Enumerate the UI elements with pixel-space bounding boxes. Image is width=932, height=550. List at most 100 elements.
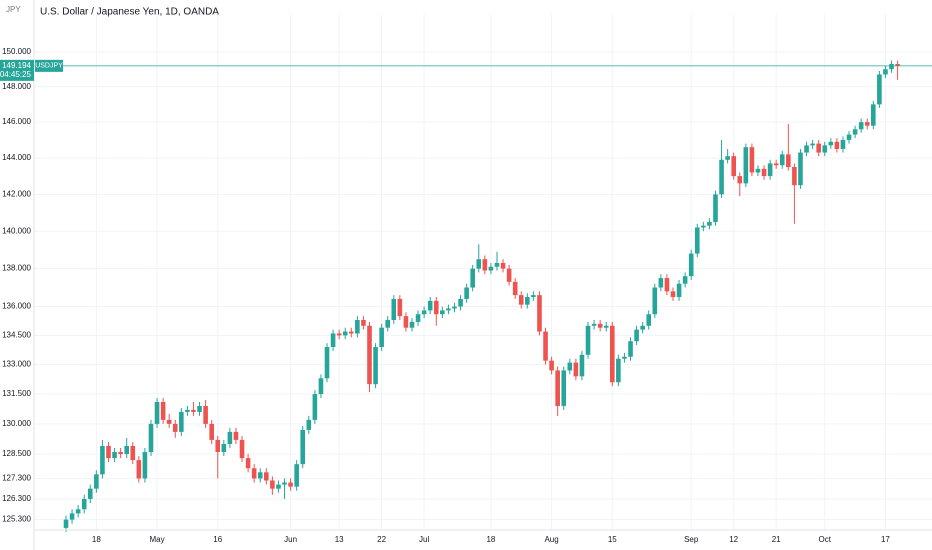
x-tick-label: Sep bbox=[684, 535, 699, 544]
candle-body bbox=[446, 308, 451, 311]
candle-body bbox=[786, 154, 791, 168]
candle-body bbox=[336, 333, 342, 336]
candle-body bbox=[172, 423, 178, 432]
y-tick-label: 148.000 bbox=[2, 82, 31, 91]
candle-body bbox=[482, 259, 488, 271]
candle-body bbox=[124, 445, 129, 455]
candle-body bbox=[264, 472, 269, 481]
candle-body bbox=[69, 513, 75, 520]
candle-body bbox=[579, 354, 585, 377]
candle-body bbox=[895, 64, 900, 66]
y-tick-label: 130.000 bbox=[2, 419, 31, 428]
y-tick-label: 138.000 bbox=[2, 264, 31, 273]
candle-body bbox=[403, 316, 409, 328]
candle-body bbox=[616, 358, 621, 383]
candle-body bbox=[154, 401, 160, 424]
candle-body bbox=[330, 333, 336, 348]
candle-body bbox=[567, 362, 573, 371]
y-tick-label: 125.300 bbox=[2, 515, 31, 524]
chart-title: U.S. Dollar / Japanese Yen, 1D, OANDA bbox=[40, 7, 219, 18]
candle-body bbox=[864, 122, 870, 126]
candle-body bbox=[270, 480, 275, 489]
candle-body bbox=[458, 298, 463, 307]
candle-body bbox=[464, 287, 469, 299]
candle-body bbox=[779, 154, 785, 166]
candle-body bbox=[664, 278, 670, 292]
y-tick-label: 150.000 bbox=[2, 47, 31, 56]
candle-body bbox=[276, 484, 281, 489]
y-tick-label: 142.000 bbox=[2, 189, 31, 198]
candle-body bbox=[622, 356, 627, 359]
candle-body bbox=[203, 405, 208, 424]
candle-body bbox=[191, 409, 196, 412]
candle-body bbox=[179, 411, 184, 432]
x-tick-label: Jun bbox=[284, 535, 297, 544]
candle-body bbox=[889, 64, 894, 70]
candle-body bbox=[512, 281, 518, 296]
candle-body bbox=[828, 141, 834, 146]
candle-body bbox=[397, 298, 403, 317]
candle-body bbox=[755, 168, 761, 173]
x-tick-label: 18 bbox=[92, 535, 101, 544]
candle-body bbox=[701, 225, 706, 228]
candle-body bbox=[94, 474, 99, 489]
candle-body bbox=[87, 488, 93, 499]
candle-body bbox=[245, 458, 251, 469]
y-tick-label: 146.000 bbox=[2, 117, 31, 126]
candle-body bbox=[688, 253, 694, 277]
candle-body bbox=[215, 439, 221, 453]
candle-body bbox=[118, 452, 123, 455]
candle-body bbox=[476, 259, 482, 269]
candle-body bbox=[816, 143, 821, 153]
candle-body bbox=[597, 323, 603, 328]
candle-body bbox=[185, 409, 190, 412]
candle-body bbox=[63, 519, 69, 528]
candle-body bbox=[342, 331, 348, 336]
candle-body bbox=[391, 298, 397, 320]
countdown-label: 04:45:25 bbox=[0, 70, 32, 79]
candle-body bbox=[300, 429, 306, 465]
candle-body bbox=[652, 287, 658, 315]
candle-body bbox=[81, 498, 87, 510]
x-tick-label: 17 bbox=[881, 535, 890, 544]
candle-body bbox=[324, 347, 330, 379]
candle-body bbox=[421, 310, 427, 315]
candle-body bbox=[112, 452, 117, 459]
candle-body bbox=[227, 431, 233, 444]
candle-body bbox=[798, 152, 803, 186]
candle-body bbox=[525, 297, 530, 305]
candle-body bbox=[355, 319, 360, 334]
candle-body bbox=[379, 327, 384, 348]
candle-body bbox=[792, 167, 797, 186]
candle-body bbox=[385, 319, 391, 328]
candle-body bbox=[858, 122, 864, 130]
last-price-label: 149.194 bbox=[2, 61, 31, 70]
candle-body bbox=[840, 139, 846, 149]
candle-body bbox=[749, 147, 755, 173]
candle-body bbox=[646, 314, 652, 326]
candle-body bbox=[367, 325, 372, 385]
grid bbox=[34, 14, 932, 530]
candle-body bbox=[707, 221, 712, 226]
y-tick-label: 136.000 bbox=[2, 302, 31, 311]
candle-body bbox=[500, 262, 506, 269]
candle-body bbox=[142, 452, 148, 479]
candle-body bbox=[197, 405, 202, 412]
candle-body bbox=[640, 325, 645, 330]
candle-body bbox=[148, 423, 154, 453]
candle-body bbox=[676, 283, 682, 298]
candle-body bbox=[731, 156, 736, 177]
candle-body bbox=[810, 143, 815, 146]
candle-body bbox=[494, 262, 500, 267]
y-tick-label: 128.500 bbox=[2, 449, 31, 458]
x-tick-label: 18 bbox=[486, 535, 495, 544]
candle-body bbox=[725, 156, 730, 160]
candle-body bbox=[209, 423, 214, 440]
candle-body bbox=[130, 445, 136, 461]
x-tick-label: Aug bbox=[544, 535, 558, 544]
candle-body bbox=[251, 468, 257, 479]
candle-body bbox=[470, 268, 475, 288]
candle-body bbox=[427, 300, 433, 311]
candle-body bbox=[440, 310, 445, 315]
